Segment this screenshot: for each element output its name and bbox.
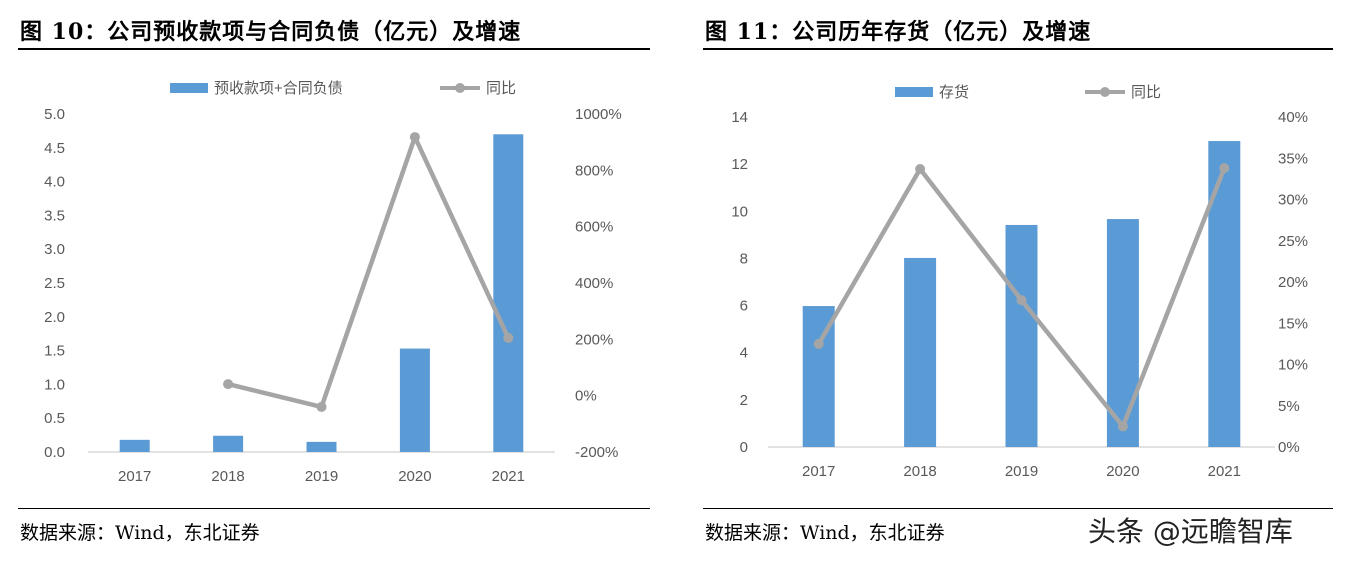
y-tick-label: 8 [740,250,748,267]
legend-line-marker [1100,87,1110,97]
x-tick-label: 2021 [1208,463,1241,480]
title-rule-2 [703,48,1333,50]
y-tick-label: 2 [740,392,748,409]
y-tick-label: 2.5 [44,275,65,292]
source-rule-2 [703,508,1333,509]
source-note-1: 数据来源：Wind，东北证券 [20,522,260,544]
bar-2020 [1106,219,1139,447]
y-tick-label: 2.0 [44,309,65,326]
y-tick-label: 14 [731,109,748,126]
y2-tick-label: 10% [1278,357,1308,374]
y2-tick-label: 20% [1278,274,1308,291]
y-tick-label: 4.0 [44,174,65,191]
legend-bar-swatch [170,83,208,93]
growth-point [813,338,824,349]
y-tick-label: 0.5 [44,410,65,427]
source-rule-1 [18,508,650,509]
y2-tick-label: 35% [1278,150,1308,167]
legend-line-marker [455,83,465,93]
chart-title-2: 图 11：公司历年存货（亿元）及增速 [705,19,1092,45]
growth-point [316,401,327,412]
watermark: 头条 @远瞻智库 [1088,515,1293,548]
y-tick-label: 1.0 [44,376,65,393]
title-rule-1 [18,48,650,50]
y-tick-label: 0 [740,439,748,456]
y2-tick-label: 40% [1278,109,1308,126]
growth-point [503,332,514,343]
growth-point [223,379,234,390]
x-tick-label: 2020 [398,468,431,485]
y2-tick-label: 15% [1278,315,1308,332]
y2-tick-label: 400% [575,275,613,292]
legend-line-label: 同比 [486,80,516,97]
x-tick-label: 2018 [211,468,244,485]
y-tick-label: 4 [740,345,748,362]
x-tick-label: 2017 [118,468,151,485]
x-tick-label: 2020 [1106,463,1139,480]
legend-bar-label: 预收款项+合同负债 [214,80,343,97]
y2-tick-label: 800% [575,162,613,179]
y-tick-label: 6 [740,298,748,315]
growth-point [409,132,420,143]
bar-2020 [399,348,430,452]
bar-2018 [213,435,244,452]
growth-line [227,134,511,410]
x-tick-label: 2017 [802,463,835,480]
x-tick-label: 2019 [1005,463,1038,480]
source-note-2: 数据来源：Wind，东北证券 [705,522,945,544]
x-tick-label: 2021 [492,468,525,485]
y-tick-label: 5.0 [44,106,65,123]
y2-tick-label: 30% [1278,192,1308,209]
bar-2018 [904,257,937,447]
y2-tick-label: 600% [575,219,613,236]
legend-bar-label: 存货 [939,84,969,101]
y-tick-label: 10 [731,203,748,220]
bar-2021 [1208,141,1241,447]
x-tick-label: 2019 [305,468,338,485]
y-tick-label: 1.5 [44,343,65,360]
chart-2: 0 2 4 6 8 10 12 14 0% 5% 10% 15% 20% 25% 30% 35% 40% 2017… [731,84,1308,480]
y-tick-label: 3.5 [44,207,65,224]
bar-2019 [306,441,337,452]
y2-tick-label: 0% [575,388,597,405]
growth-point [915,163,926,174]
legend-bar-swatch [895,87,933,97]
y-tick-label: 0.0 [44,444,65,461]
y2-tick-label: -200% [575,444,618,461]
growth-point [1219,163,1230,174]
y-tick-label: 3.0 [44,241,65,258]
y2-tick-label: 5% [1278,398,1300,415]
legend-line-label: 同比 [1131,84,1161,101]
bar-2021 [493,134,524,452]
chart-1: 0.0 0.5 1.0 1.5 2.0 2.5 3.0 3.5 4.0 4.5 5.0 -200% 0%… [44,80,622,485]
y2-tick-label: 25% [1278,233,1308,250]
bar-2019 [1005,224,1038,447]
y2-tick-label: 1000% [575,106,622,123]
y2-tick-label: 200% [575,331,613,348]
y-tick-label: 4.5 [44,140,65,157]
growth-point [1117,421,1128,432]
bar-2017 [119,439,150,452]
x-tick-label: 2018 [903,463,936,480]
chart-title-1: 图 10：公司预收款项与合同负债（亿元）及增速 [20,19,522,45]
growth-point [1016,295,1027,306]
y2-tick-label: 0% [1278,439,1300,456]
y-tick-label: 12 [731,156,748,173]
